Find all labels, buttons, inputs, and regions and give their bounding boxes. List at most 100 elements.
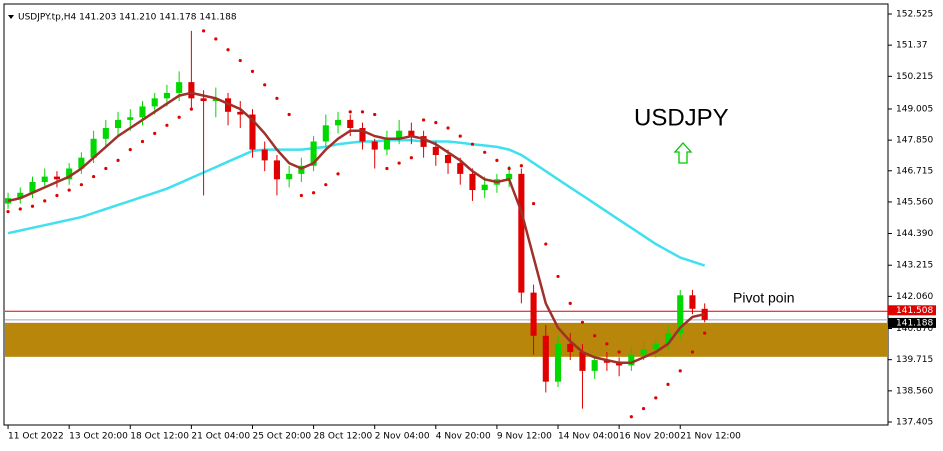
sar-dot bbox=[189, 107, 193, 111]
sar-dot bbox=[165, 123, 169, 127]
candle-body bbox=[286, 173, 293, 180]
candle-body bbox=[29, 181, 36, 193]
sar-dot bbox=[79, 183, 83, 187]
sar-dot bbox=[690, 350, 695, 354]
x-tick-label: 25 Oct 20:00 bbox=[252, 432, 311, 442]
sar-dot bbox=[409, 156, 413, 160]
sar-dot bbox=[458, 134, 462, 138]
candle-body bbox=[66, 168, 73, 180]
sar-dot bbox=[703, 331, 707, 335]
price-level-box bbox=[888, 305, 936, 316]
candle-body bbox=[689, 295, 696, 309]
candle-body bbox=[371, 141, 378, 150]
x-tick-label: 14 Nov 04:00 bbox=[558, 432, 619, 442]
candle-body bbox=[261, 149, 268, 161]
candle-body bbox=[396, 130, 403, 139]
sar-dot bbox=[629, 415, 633, 419]
sar-dot bbox=[214, 37, 218, 41]
price-level-label: 141.508 bbox=[896, 306, 933, 316]
sar-dot bbox=[434, 121, 438, 125]
sar-dot bbox=[605, 342, 609, 346]
y-tick-label: 152.525 bbox=[896, 10, 933, 20]
x-tick-label: 11 Oct 2022 bbox=[8, 432, 64, 442]
candle-body bbox=[383, 138, 390, 150]
sar-dot bbox=[654, 396, 658, 400]
candle-body bbox=[78, 157, 85, 169]
candle-body bbox=[554, 343, 562, 382]
sar-dot bbox=[556, 274, 560, 279]
candle-body bbox=[114, 119, 122, 129]
sar-dot bbox=[495, 158, 499, 162]
sar-dot bbox=[104, 166, 108, 171]
sar-dot bbox=[250, 69, 255, 73]
sar-dot bbox=[580, 320, 585, 324]
sar-dot bbox=[666, 382, 670, 386]
candle-body bbox=[310, 141, 317, 166]
y-tick-label: 147.850 bbox=[896, 136, 933, 146]
sar-dot bbox=[299, 193, 303, 198]
sar-dot bbox=[6, 210, 10, 214]
candle-body bbox=[53, 176, 60, 180]
x-tick-label: 16 Nov 20:00 bbox=[619, 432, 680, 442]
sar-dot bbox=[678, 369, 682, 373]
candle-body bbox=[163, 92, 170, 99]
sar-dot bbox=[153, 131, 157, 136]
pivot-annotation: Pivot poin bbox=[733, 290, 794, 306]
candle-body bbox=[677, 295, 684, 334]
x-tick-label: 2 Nov 04:00 bbox=[375, 432, 430, 442]
sar-dot bbox=[30, 204, 35, 208]
sar-dot bbox=[43, 199, 47, 203]
sar-dot bbox=[287, 112, 291, 117]
candle-body bbox=[102, 128, 109, 139]
sar-dot bbox=[177, 115, 181, 119]
y-tick-label: 143.215 bbox=[896, 261, 933, 271]
candle-body bbox=[469, 173, 476, 191]
sar-dot bbox=[18, 207, 22, 211]
sar-dot bbox=[336, 172, 340, 176]
candle-body bbox=[151, 98, 158, 107]
support-zone bbox=[5, 322, 888, 357]
candle-body bbox=[200, 98, 207, 102]
price-level-box bbox=[888, 317, 936, 328]
sar-dot bbox=[593, 334, 597, 338]
sar-dot bbox=[311, 191, 316, 195]
y-tick-label: 139.715 bbox=[896, 355, 933, 365]
sar-dot bbox=[140, 139, 145, 144]
sar-dot bbox=[92, 174, 96, 179]
candle-body bbox=[249, 114, 256, 150]
candle-body bbox=[41, 176, 48, 182]
y-tick-label: 145.560 bbox=[896, 197, 933, 207]
symbol-title: USDJPY bbox=[634, 104, 729, 131]
sar-dot bbox=[385, 166, 389, 171]
sar-dot bbox=[470, 142, 475, 146]
candle-body bbox=[457, 163, 464, 174]
candle-body bbox=[420, 136, 427, 147]
up-arrow bbox=[673, 142, 693, 164]
x-tick-label: 28 Oct 12:00 bbox=[314, 432, 373, 442]
sar-dot bbox=[421, 118, 426, 122]
sar-dot bbox=[617, 350, 621, 354]
candle-body bbox=[591, 360, 598, 371]
y-tick-label: 149.005 bbox=[896, 104, 933, 114]
y-tick-label: 137.405 bbox=[896, 418, 933, 428]
candle-body bbox=[664, 333, 672, 344]
sar-dot bbox=[531, 201, 536, 206]
candle-body bbox=[90, 138, 97, 158]
y-tick-label: 151.37 bbox=[896, 41, 928, 51]
y-tick-label: 146.715 bbox=[896, 166, 933, 176]
sar-dot bbox=[348, 110, 352, 114]
price-level-label: 141.188 bbox=[896, 318, 933, 328]
candle-body bbox=[628, 354, 635, 366]
sar-dot bbox=[360, 110, 365, 114]
x-tick-label: 21 Oct 04:00 bbox=[191, 432, 250, 442]
candle-body bbox=[542, 335, 549, 382]
sar-dot bbox=[397, 161, 401, 165]
candle-body bbox=[567, 343, 574, 352]
candle-body bbox=[334, 119, 342, 126]
sar-dot bbox=[55, 193, 59, 198]
candle-body bbox=[139, 106, 146, 118]
sar-dot bbox=[263, 83, 267, 87]
candle-body bbox=[579, 351, 586, 371]
candle-body bbox=[432, 146, 439, 155]
